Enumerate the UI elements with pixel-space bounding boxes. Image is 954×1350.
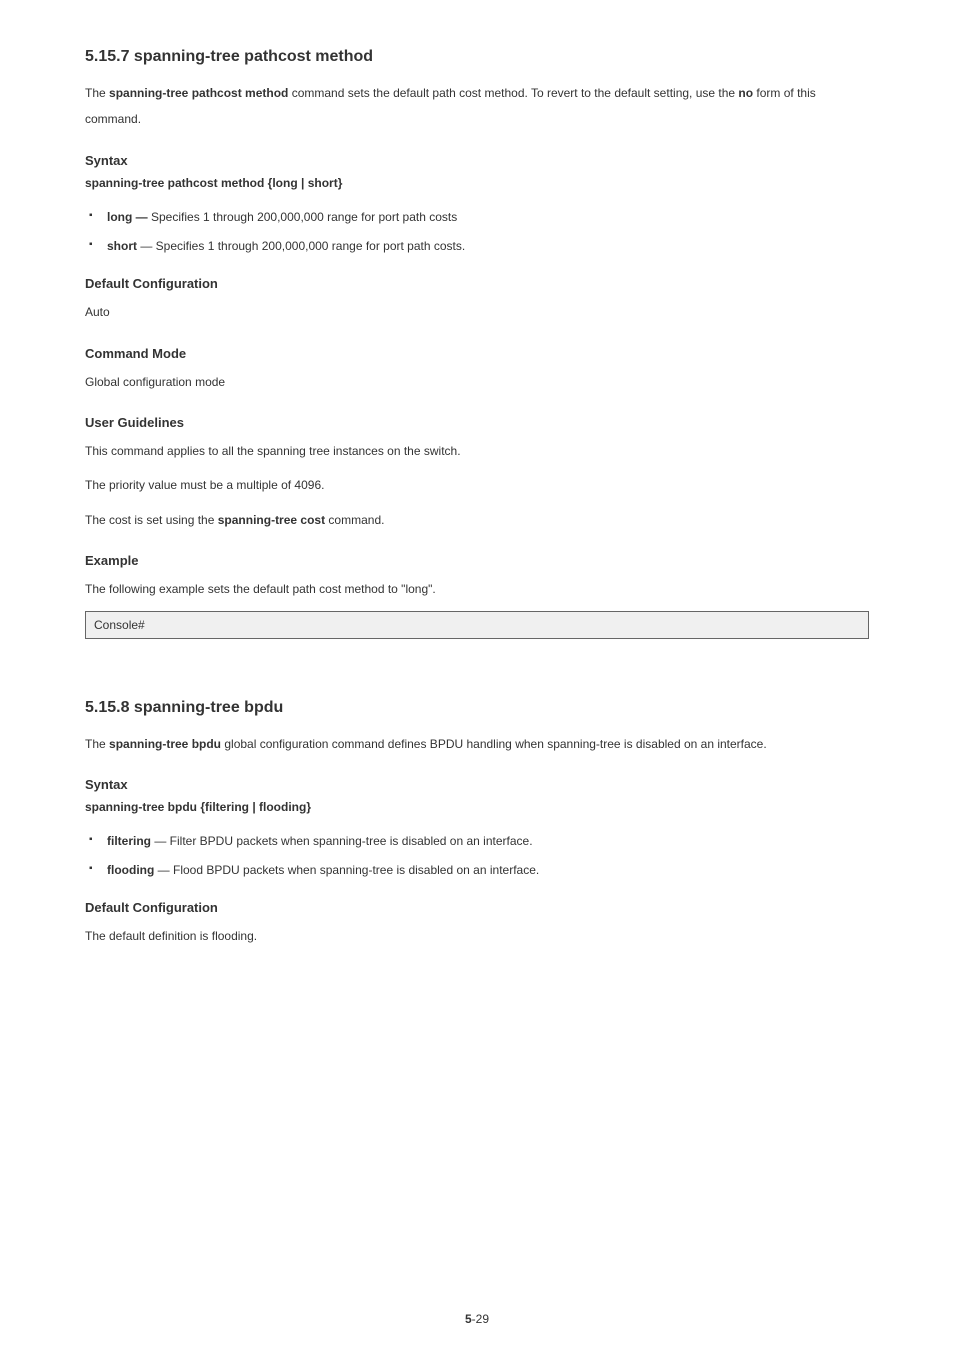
text: — Filter BPDU packets when spanning-tree…	[151, 834, 533, 848]
keyword: long —	[107, 210, 148, 224]
list-item: filtering — Filter BPDU packets when spa…	[85, 832, 869, 851]
default-config-text: The default definition is flooding.	[85, 923, 869, 949]
syntax-line: spanning-tree bpdu {filtering | flooding…	[85, 800, 869, 814]
syntax-line: spanning-tree pathcost method {long | sh…	[85, 176, 869, 190]
keyword: filtering	[107, 834, 151, 848]
intro-paragraph: The spanning-tree bpdu global configurat…	[85, 731, 869, 757]
command-name: spanning-tree bpdu	[109, 737, 221, 751]
text: The cost is set using the	[85, 513, 218, 527]
default-config-heading: Default Configuration	[85, 276, 869, 291]
page-number: 5-29	[0, 1312, 954, 1326]
guideline-text: The priority value must be a multiple of…	[85, 472, 869, 498]
text: — Flood BPDU packets when spanning-tree …	[154, 863, 539, 877]
text: global configuration command defines BPD…	[221, 737, 767, 751]
page-container: 5.15.7 spanning-tree pathcost method The…	[0, 0, 954, 1350]
user-guidelines-heading: User Guidelines	[85, 415, 869, 430]
page-number-value: -29	[472, 1312, 489, 1326]
syntax-heading: Syntax	[85, 153, 869, 168]
list-item: long — Specifies 1 through 200,000,000 r…	[85, 208, 869, 227]
no-keyword: no	[738, 86, 753, 100]
command-mode-heading: Command Mode	[85, 346, 869, 361]
syntax-heading: Syntax	[85, 777, 869, 792]
list-item: flooding — Flood BPDU packets when spann…	[85, 861, 869, 880]
keyword: short	[107, 239, 137, 253]
intro-paragraph: The spanning-tree pathcost method comman…	[85, 80, 869, 133]
default-config-heading: Default Configuration	[85, 900, 869, 915]
syntax-bullet-list: filtering — Filter BPDU packets when spa…	[85, 832, 869, 880]
syntax-bullet-list: long — Specifies 1 through 200,000,000 r…	[85, 208, 869, 256]
page-number-prefix: 5	[465, 1312, 472, 1326]
default-config-text: Auto	[85, 299, 869, 325]
keyword: flooding	[107, 863, 154, 877]
guideline-text: The cost is set using the spanning-tree …	[85, 507, 869, 533]
text: The	[85, 737, 109, 751]
text: The	[85, 86, 109, 100]
text: Specifies 1 through 200,000,000 range fo…	[148, 210, 458, 224]
section-title: 5.15.7 spanning-tree pathcost method	[85, 48, 869, 66]
guideline-text: This command applies to all the spanning…	[85, 438, 869, 464]
command-mode-text: Global configuration mode	[85, 369, 869, 395]
list-item: short — Specifies 1 through 200,000,000 …	[85, 237, 869, 256]
text: — Specifies 1 through 200,000,000 range …	[137, 239, 465, 253]
code-block: Console#	[85, 611, 869, 639]
example-heading: Example	[85, 553, 869, 568]
section-title: 5.15.8 spanning-tree bpdu	[85, 699, 869, 717]
command-name: spanning-tree cost	[218, 513, 325, 527]
text: command.	[325, 513, 384, 527]
command-name: spanning-tree pathcost method	[109, 86, 288, 100]
text: command sets the default path cost metho…	[288, 86, 738, 100]
example-intro: The following example sets the default p…	[85, 576, 869, 602]
